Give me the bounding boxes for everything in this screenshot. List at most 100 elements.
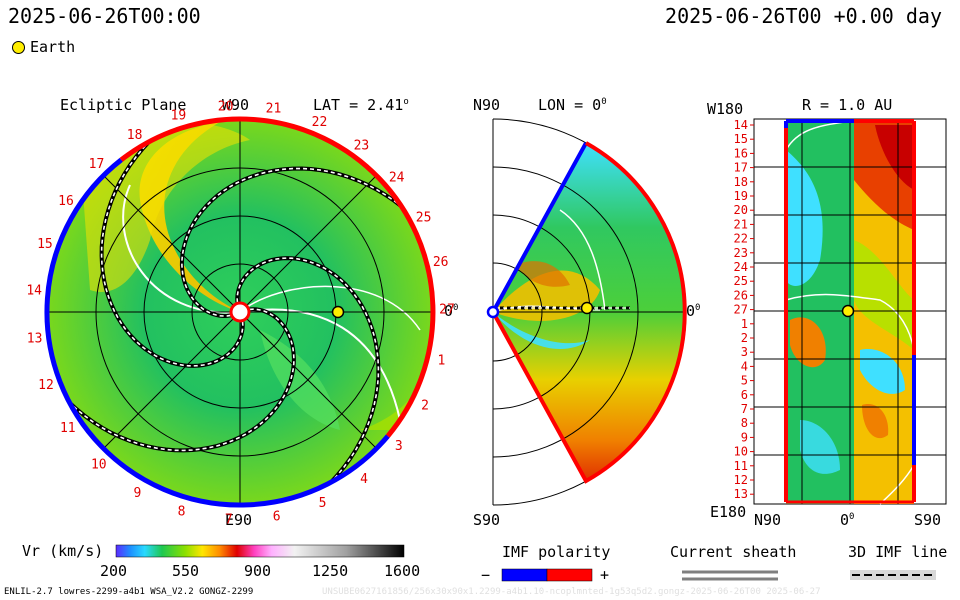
synoptic-x-label-s90: S90	[914, 511, 942, 529]
meridional-polarity-negative-edge	[491, 142, 588, 313]
ecliptic-day-label: 18	[127, 128, 143, 143]
synoptic-day-label: 12	[734, 473, 748, 487]
synoptic-x-label-0: 00	[840, 511, 855, 529]
ecliptic-day-label: 22	[312, 115, 328, 130]
ecliptic-right-label: 00	[444, 302, 459, 320]
synoptic-map-panel: 1415161718192021222324252627123456789101…	[734, 118, 947, 505]
meridional-plane-panel	[486, 118, 687, 506]
synoptic-day-label: 7	[741, 402, 748, 416]
synoptic-bottom-left: E180	[710, 503, 747, 521]
meridional-polarity-positive-edge	[491, 141, 687, 484]
synoptic-day-label: 24	[734, 260, 748, 274]
meridional-sun-icon	[486, 305, 500, 319]
synoptic-day-label: 19	[734, 189, 748, 203]
imf-spiral-lines	[47, 119, 433, 505]
synoptic-day-label: 16	[734, 146, 748, 160]
ecliptic-day-label: 26	[433, 255, 449, 270]
ecliptic-polarity-positive-arc	[119, 116, 436, 438]
imf-plus-label: +	[600, 566, 610, 584]
earth-marker-icon	[12, 41, 25, 54]
synoptic-r-label: R = 1.0 AU	[802, 96, 893, 114]
meridional-earth-icon	[580, 301, 594, 315]
ecliptic-day-label: 2	[421, 399, 429, 414]
ecliptic-day-label: 3	[395, 439, 403, 454]
imf-positive-swatch	[546, 568, 593, 582]
vr-tick-550: 550	[172, 562, 200, 580]
synoptic-day-labels: 1415161718192021222324252627123456789101…	[734, 118, 754, 501]
ecliptic-day-label: 24	[389, 171, 405, 186]
ecliptic-day-label: 7	[225, 513, 233, 528]
ecliptic-day-label: 13	[27, 332, 43, 347]
ecliptic-day-label: 4	[360, 472, 368, 487]
ecliptic-day-label: 23	[354, 138, 370, 153]
imf-polarity-title: IMF polarity	[502, 543, 611, 561]
vr-colorbar-label: Vr (km/s)	[22, 542, 104, 560]
ecliptic-day-label: 27	[439, 303, 455, 318]
synoptic-day-label: 3	[741, 345, 748, 359]
imf-minus-label: −	[481, 566, 491, 584]
ecliptic-day-label: 12	[38, 378, 54, 393]
synoptic-day-label: 14	[734, 118, 748, 132]
meridional-lon-label: LON = 00	[538, 96, 607, 114]
synoptic-day-label: 20	[734, 203, 748, 217]
current-sheath-title: Current sheath	[670, 543, 797, 561]
ecliptic-day-label: 10	[91, 457, 107, 472]
meridional-top-label: N90	[473, 96, 501, 114]
legend-area	[115, 544, 936, 582]
ecliptic-day-label: 8	[178, 505, 186, 520]
synoptic-day-label: 1	[741, 317, 748, 331]
synoptic-day-label: 13	[734, 487, 748, 501]
ecliptic-day-label: 16	[58, 194, 74, 209]
vr-tick-1250: 1250	[312, 562, 349, 580]
synoptic-day-label: 21	[734, 217, 748, 231]
synoptic-top-left: W180	[707, 100, 744, 118]
ecliptic-day-label: 9	[133, 486, 141, 501]
ecliptic-day-label: 11	[60, 421, 76, 436]
ecliptic-day-label: 21	[266, 102, 282, 117]
synoptic-day-label: 23	[734, 246, 748, 260]
header-left-time: 2025-06-26T00:00	[8, 4, 201, 28]
imf-line-title: 3D IMF line	[848, 543, 948, 561]
synoptic-day-label: 26	[734, 288, 748, 302]
meridional-bottom-label: S90	[473, 511, 501, 529]
ecliptic-day-label: 5	[319, 496, 327, 511]
footer-run-id: UNSUBE0627161856/256x30x90x1.2299-a4b1.1…	[322, 587, 821, 597]
synoptic-x-label-n90: N90	[754, 511, 782, 529]
ecliptic-day-label: 19	[171, 108, 187, 123]
ecliptic-day-label: 15	[37, 237, 53, 252]
synoptic-day-label: 6	[741, 388, 748, 402]
synoptic-day-label: 10	[734, 445, 748, 459]
synoptic-day-label: 2	[741, 331, 748, 345]
ecliptic-day-label: 20	[218, 100, 234, 115]
ecliptic-top-label: W90	[222, 96, 250, 114]
synoptic-day-label: 4	[741, 359, 748, 373]
ecliptic-day-label: 1	[437, 354, 445, 369]
synoptic-day-label: 18	[734, 175, 748, 189]
synoptic-day-label: 25	[734, 274, 748, 288]
ecliptic-day-label: 25	[416, 210, 432, 225]
earth-icon	[331, 305, 345, 319]
vr-tick-200: 200	[100, 562, 128, 580]
synoptic-day-label: 27	[734, 303, 748, 317]
vr-colorbar	[115, 544, 405, 558]
earth-legend-label: Earth	[30, 38, 76, 56]
ecliptic-day-label: 6	[273, 510, 281, 525]
header-right-time: 2025-06-26T00 +0.00 day	[665, 4, 942, 28]
vr-tick-1600: 1600	[384, 562, 421, 580]
synoptic-day-label: 5	[741, 374, 748, 388]
vr-tick-900: 900	[244, 562, 272, 580]
imf-line-swatch	[850, 570, 936, 580]
synoptic-day-label: 8	[741, 416, 748, 430]
current-sheath-swatch	[682, 570, 778, 581]
ecliptic-bottom-label: E90	[225, 511, 253, 529]
synoptic-day-label: 9	[741, 430, 748, 444]
ecliptic-day-label: 14	[26, 284, 42, 299]
footer-run-info: ENLIL-2.7 lowres-2299-a4b1 WSA_V2.2 GONG…	[4, 587, 254, 597]
synoptic-day-label: 22	[734, 232, 748, 246]
ecliptic-lat-label: LAT = 2.41o	[313, 96, 409, 114]
ecliptic-title: Ecliptic Plane	[60, 96, 187, 114]
sun-icon	[229, 301, 251, 323]
